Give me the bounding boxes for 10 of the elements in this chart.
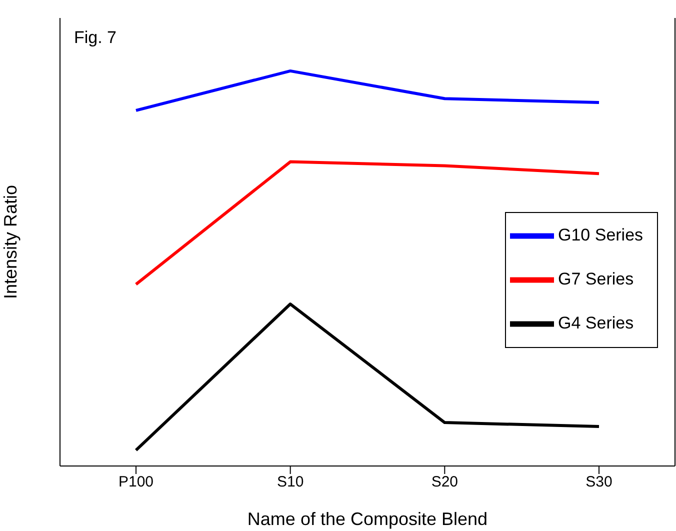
x-tick-label: P100: [118, 474, 154, 491]
x-axis-title: Name of the Composite Blend: [247, 509, 488, 529]
x-tick-label: S20: [431, 474, 458, 491]
legend-label: G10 Series: [558, 225, 644, 244]
x-tick-label: S10: [276, 474, 304, 491]
legend-label: G4 Series: [558, 313, 634, 332]
x-tick-label: S30: [586, 474, 612, 491]
caption: Fig. 7: [74, 28, 117, 48]
y-axis-title: Intensity Ratio: [0, 184, 20, 300]
legend-label: G7 Series: [558, 269, 634, 288]
